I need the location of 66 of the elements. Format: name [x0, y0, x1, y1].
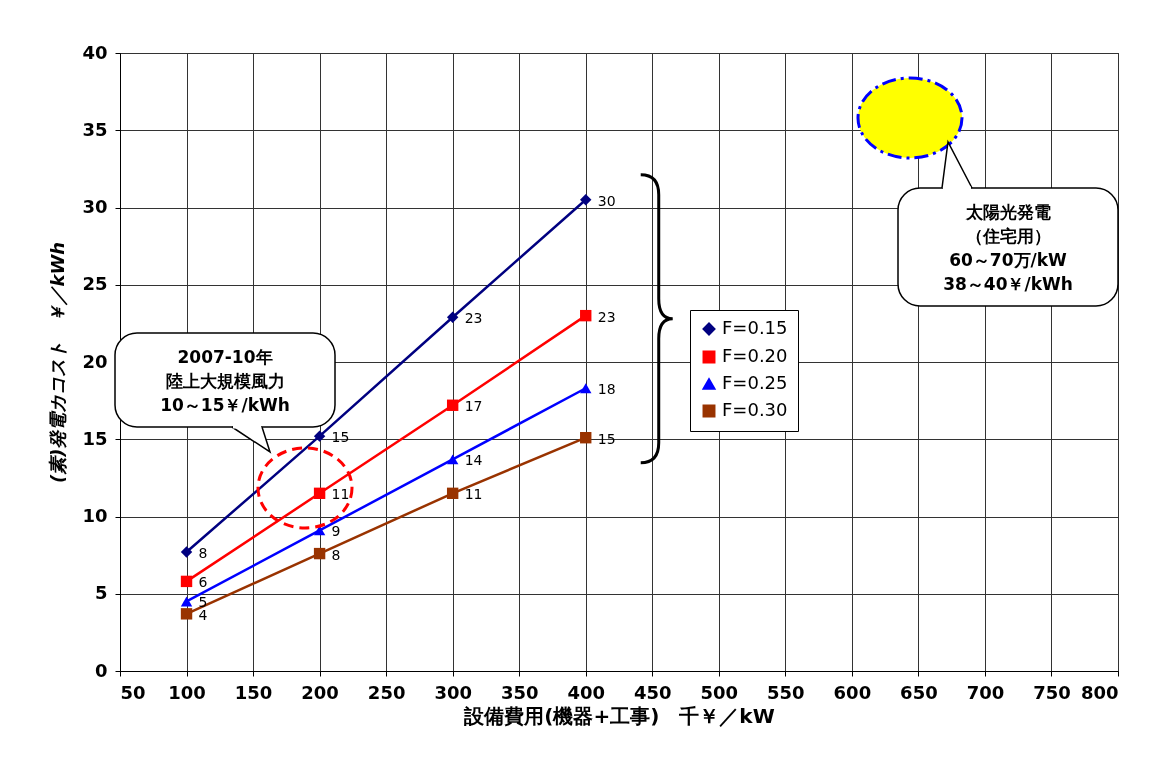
point	[180, 575, 193, 588]
data-label: 11	[331, 486, 350, 503]
point	[580, 383, 592, 394]
legend-label: F=0.30	[722, 399, 788, 420]
data-label: 30	[597, 192, 616, 209]
annotation: 陸上大規模風力	[165, 371, 285, 392]
data-label: 4	[198, 606, 208, 623]
data-label: 17	[464, 398, 483, 415]
data-label: 8	[331, 546, 341, 563]
y-tick-label: 20	[82, 350, 108, 372]
annotation: （住宅用）	[965, 226, 1051, 247]
x-tick-label: 500	[700, 681, 739, 703]
x-tick-label: 250	[367, 681, 406, 703]
data-label: 9	[331, 523, 341, 540]
data-label: 11	[464, 486, 483, 503]
x-tick-label: 700	[966, 681, 1005, 703]
point	[313, 487, 326, 500]
annotation: 10～15￥/kWh	[160, 395, 290, 416]
data-label: 6	[198, 574, 208, 591]
annotation: 太陽光発電	[964, 202, 1051, 223]
x-tick-label: 600	[833, 681, 872, 703]
point	[580, 432, 592, 444]
x-tick-label: 100	[168, 681, 206, 703]
data-label: 8	[198, 545, 208, 562]
x-tick-label: 750	[1033, 681, 1071, 703]
point	[180, 596, 193, 607]
x-axis-title: 設備費用(機器+工事) 千￥／kW	[463, 703, 775, 728]
x-tick-label: 50	[120, 681, 146, 703]
annotation: 2007-10年	[177, 347, 273, 368]
point	[446, 399, 459, 411]
y-tick-label: 0	[94, 659, 108, 681]
point	[446, 311, 459, 323]
x-tick-label: 550	[767, 681, 805, 703]
data-label: 23	[597, 308, 616, 325]
point	[313, 430, 326, 442]
x-tick-label: 350	[500, 681, 539, 703]
legend-label: F=0.15	[722, 317, 788, 338]
y-tick-label: 35	[82, 118, 108, 140]
y-tick-label: 25	[82, 273, 108, 295]
point	[580, 194, 592, 206]
point	[446, 454, 459, 465]
point	[180, 546, 193, 558]
x-tick-label: 450	[633, 681, 672, 703]
x-tick-label: 200	[301, 681, 339, 703]
annotation: 60～70万/kW	[949, 250, 1068, 271]
legend-label: F=0.25	[722, 372, 788, 393]
x-tick-label: 400	[567, 681, 606, 703]
x-tick-label: 150	[234, 681, 273, 703]
y-tick-label: 40	[82, 41, 108, 63]
point	[580, 309, 592, 322]
y-tick-label: 30	[82, 196, 108, 217]
x-tick-label: 800	[1080, 681, 1119, 703]
annotation: 38～40￥/kWh	[943, 274, 1073, 295]
y-axis-title: (素)発電カコスト ￥／kWh	[47, 241, 69, 484]
point	[446, 487, 459, 500]
data-label: 23	[464, 310, 483, 327]
data-label: 14	[464, 452, 483, 469]
legend-label: F=0.20	[722, 345, 788, 366]
point	[180, 608, 193, 620]
x-tick-label: 300	[434, 681, 472, 703]
y-tick-label: 5	[94, 582, 108, 604]
point	[313, 547, 326, 560]
x-tick-label: 650	[900, 681, 938, 703]
data-label: 18	[597, 381, 616, 398]
y-tick-label: 15	[82, 427, 108, 449]
y-tick-label: 10	[82, 505, 108, 526]
